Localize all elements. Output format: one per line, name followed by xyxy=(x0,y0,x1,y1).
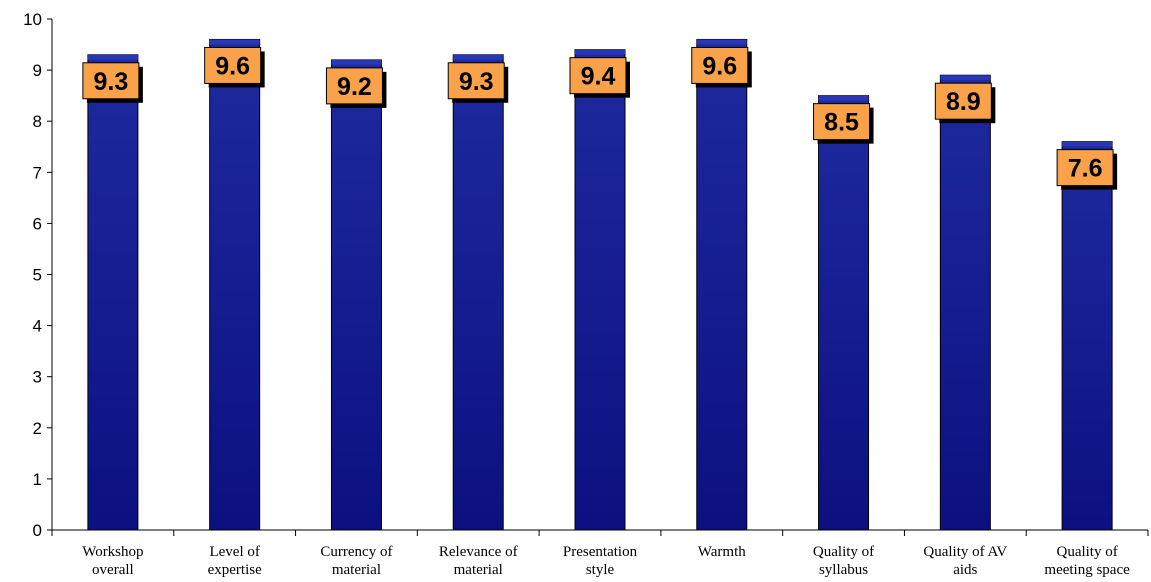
y-tick-label: 7 xyxy=(33,163,42,182)
category-label: expertise xyxy=(208,562,262,578)
data-label-box xyxy=(691,46,749,84)
category-label: Quality of xyxy=(1056,544,1117,560)
y-tick-label: 8 xyxy=(33,112,42,131)
data-label-box xyxy=(1056,149,1114,187)
data-label: 9.3 xyxy=(94,68,129,96)
bar-cap xyxy=(696,39,747,45)
category-label: Presentation xyxy=(563,544,638,560)
data-label: 9.6 xyxy=(215,52,250,80)
y-tick-label: 5 xyxy=(33,266,42,285)
data-labels: 9.3 9.6 9.2 9.3 9.4 9.6 8.5 8.9 7.6 xyxy=(82,46,1118,190)
y-tick-label: 9 xyxy=(33,61,42,80)
y-tick-label: 1 xyxy=(33,470,42,489)
bar-cap xyxy=(818,95,869,101)
category-label: overall xyxy=(92,562,134,578)
category-label: material xyxy=(332,562,381,578)
y-tick-label: 4 xyxy=(33,317,42,336)
bars xyxy=(87,38,1113,531)
bar-cap xyxy=(87,54,138,60)
category-label: material xyxy=(454,562,503,578)
bar-cap xyxy=(1062,141,1113,147)
data-label-box xyxy=(569,57,627,95)
data-label-box xyxy=(204,46,262,84)
bar xyxy=(209,38,261,531)
y-tick-label: 3 xyxy=(33,368,42,387)
data-label: 9.6 xyxy=(702,52,737,80)
bar-cap xyxy=(209,39,260,45)
category-label: Relevance of xyxy=(439,544,518,560)
data-label-box xyxy=(82,62,140,100)
bar-cap xyxy=(331,59,382,65)
data-label: 9.4 xyxy=(581,63,616,91)
bar xyxy=(87,54,139,531)
data-label: 7.6 xyxy=(1068,155,1103,183)
bar xyxy=(330,59,382,531)
bar-cap xyxy=(575,49,625,55)
bar xyxy=(818,95,870,531)
category-label: syllabus xyxy=(819,562,868,578)
category-label: Currency of xyxy=(320,544,392,560)
bar xyxy=(574,49,626,531)
category-label: style xyxy=(586,562,615,578)
bar xyxy=(1061,141,1113,531)
category-label: meeting space xyxy=(1044,562,1130,578)
data-label: 9.3 xyxy=(459,68,494,96)
bar xyxy=(452,54,504,531)
category-label: Workshop xyxy=(82,544,143,560)
y-tick-label: 6 xyxy=(33,214,42,233)
data-label-box xyxy=(447,62,505,100)
bar xyxy=(696,38,748,531)
data-label-box xyxy=(325,67,383,105)
bar xyxy=(939,74,991,531)
data-label: 8.9 xyxy=(946,88,981,116)
bar-cap xyxy=(940,75,991,81)
category-label: Quality of AV xyxy=(923,544,1007,560)
data-label-box xyxy=(934,82,992,120)
data-label: 8.5 xyxy=(824,109,859,137)
category-label: Level of xyxy=(209,544,259,560)
category-label: aids xyxy=(953,562,977,578)
y-tick-label: 2 xyxy=(33,419,42,438)
y-tick-label: 0 xyxy=(33,521,42,540)
category-label: Quality of xyxy=(813,544,874,560)
bar-cap xyxy=(453,54,504,60)
data-label-box xyxy=(813,103,871,141)
category-label: Warmth xyxy=(698,544,746,560)
data-label: 9.2 xyxy=(337,73,372,101)
y-tick-label: 10 xyxy=(23,10,42,29)
category-labels: Workshop overall Level of expertise Currency… xyxy=(82,544,1130,578)
